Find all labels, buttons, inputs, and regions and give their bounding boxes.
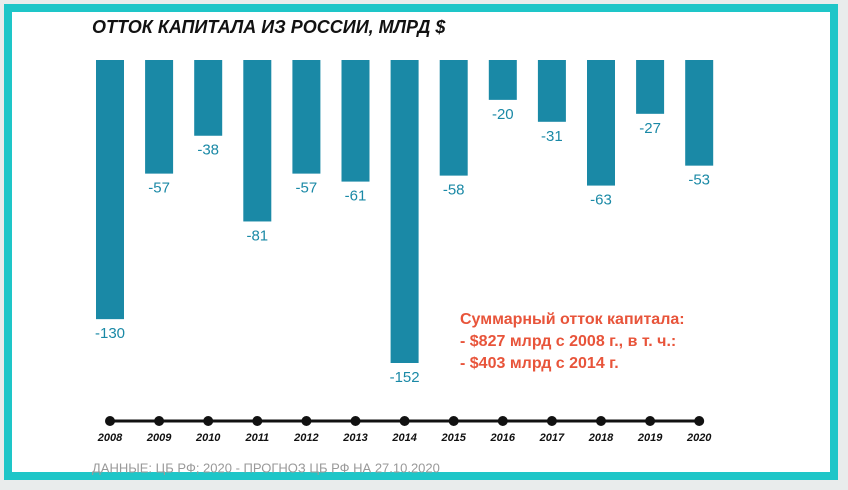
bar	[488, 60, 517, 100]
timeline-dot	[596, 416, 606, 426]
value-label: -57	[148, 180, 170, 197]
x-tick-label: 2014	[391, 432, 416, 444]
x-tick-label: 2008	[97, 432, 123, 444]
x-tick-label: 2019	[637, 432, 663, 444]
bar	[439, 60, 468, 176]
value-label: -38	[197, 142, 219, 159]
annotation: - $827 млрд с 2008 г., в т. ч.:	[460, 333, 676, 350]
annotation: - $403 млрд с 2014 г.	[460, 355, 619, 372]
value-label: -61	[345, 188, 367, 205]
timeline-dot	[497, 416, 508, 426]
value-label: -152	[390, 369, 420, 386]
bar	[636, 60, 665, 114]
x-tick-label: 2015	[440, 432, 466, 444]
x-tick-label: 2009	[146, 432, 172, 444]
value-label: -81	[246, 227, 268, 244]
timeline-dot	[645, 416, 656, 426]
bar	[96, 60, 124, 320]
value-label: -63	[590, 192, 612, 209]
bar	[685, 60, 714, 166]
timeline-dot	[154, 416, 165, 426]
timeline-dot	[252, 416, 263, 426]
timeline-dot	[203, 416, 214, 426]
x-tick-label: 2018	[588, 432, 614, 444]
source: ДАННЫЕ: ЦБ РФ; 2020 - ПРОГНОЗ ЦБ РФ НА 2…	[92, 460, 440, 475]
bar	[537, 60, 566, 122]
bar	[145, 60, 174, 174]
bar	[587, 60, 615, 186]
x-tick-label: 2010	[195, 432, 221, 444]
chart-title: ОТТОК КАПИТАЛА ИЗ РОССИИ, МЛРД $	[92, 17, 446, 37]
annotation: Суммарный отток капитала:	[460, 311, 685, 328]
timeline-dot	[350, 416, 361, 426]
timeline-dot	[301, 416, 312, 426]
timeline-dot	[546, 416, 557, 426]
value-label: -31	[541, 128, 563, 145]
value-label: -27	[639, 120, 661, 137]
bar	[341, 60, 370, 182]
x-tick-label: 2020	[686, 432, 712, 444]
value-label: -20	[492, 106, 514, 123]
bar	[292, 60, 321, 174]
value-label: -57	[296, 180, 318, 197]
timeline-dot	[694, 416, 705, 426]
bar	[390, 60, 419, 363]
x-tick-label: 2016	[490, 432, 516, 444]
value-label: -58	[443, 182, 465, 199]
timeline-dot	[399, 416, 410, 426]
x-tick-label: 2012	[293, 432, 318, 444]
bar	[243, 60, 272, 222]
value-label: -130	[95, 325, 125, 342]
timeline-dot	[105, 416, 115, 426]
x-tick-label: 2017	[539, 432, 565, 444]
x-tick-label: 2011	[244, 432, 269, 444]
timeline-dot	[448, 416, 459, 426]
value-label: -53	[688, 172, 710, 189]
bar	[194, 60, 223, 136]
x-tick-label: 2013	[342, 432, 367, 444]
